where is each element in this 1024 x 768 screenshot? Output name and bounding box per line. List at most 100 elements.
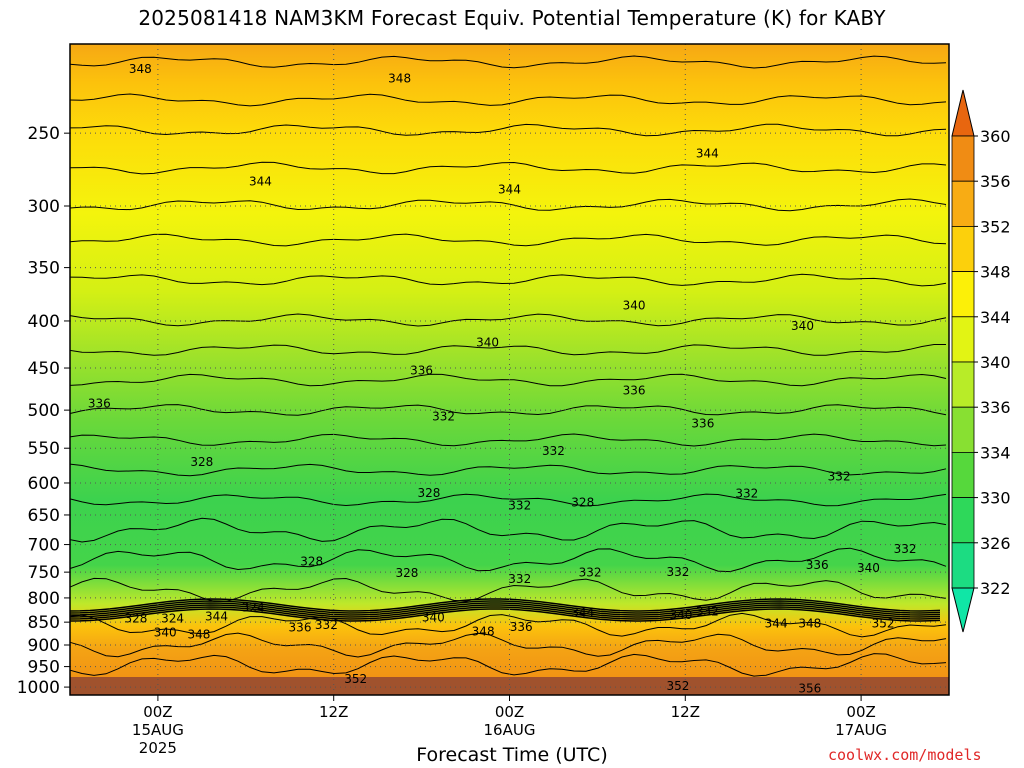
contour-label: 336	[510, 620, 533, 634]
contour-line	[69, 198, 947, 212]
contour-line	[69, 517, 947, 543]
contour-label: 348	[472, 624, 495, 638]
contour-label: 344	[696, 146, 719, 160]
contour-label: 336	[289, 620, 312, 634]
colorbar-segment	[951, 361, 975, 408]
y-tick-label: 950	[28, 658, 60, 678]
contour-line	[69, 653, 947, 677]
contour-label: 336	[410, 364, 433, 378]
contour-line	[69, 93, 947, 107]
contour-label: 336	[88, 397, 111, 411]
inversion-contour	[69, 606, 941, 620]
contour-line	[69, 463, 947, 477]
inversion-contour	[69, 604, 941, 618]
contour-label: 328	[124, 611, 147, 625]
plot-area	[69, 43, 950, 696]
colorbar-label: 336	[980, 398, 1011, 417]
contour-line	[69, 612, 947, 638]
colorbar-label: 352	[980, 217, 1011, 236]
contour-label: 332	[432, 409, 455, 423]
colorbar: 360 356 352 348 344 340 336 334 330 326 322	[951, 89, 1011, 633]
x-axis-label: Forecast Time (UTC)	[416, 744, 608, 766]
colorbar-label: 360	[980, 127, 1011, 146]
contour-label: 328	[300, 554, 323, 568]
contour-label: 344	[765, 617, 788, 631]
colorbar-bottom-arrow	[951, 587, 975, 633]
x-tick-label: 15AUG	[132, 721, 184, 739]
colorbar-segment	[951, 225, 975, 272]
contour-label: 340	[623, 299, 646, 313]
contour-label: 352	[872, 617, 895, 631]
contour-line	[69, 344, 946, 356]
colorbar-segment	[951, 497, 975, 544]
contour-label: 332	[894, 542, 917, 556]
contour-label: 348	[187, 628, 210, 642]
colorbar-label: 326	[980, 534, 1011, 553]
y-tick-label: 300	[28, 197, 60, 217]
ground-strip	[70, 677, 949, 695]
x-tick-label: 00Z	[846, 703, 875, 721]
contour-line	[69, 547, 947, 573]
x-tick-label: 17AUG	[835, 721, 887, 739]
contour-label: 336	[691, 416, 714, 430]
contour-label: 328	[417, 486, 440, 500]
contour-label: 344	[498, 183, 521, 197]
contour-label: 332	[579, 566, 602, 580]
credit-link[interactable]: coolwx.com/models	[828, 746, 982, 764]
x-tick-label: 12Z	[319, 703, 348, 721]
contour-label: 332	[315, 618, 338, 632]
y-tick-label: 500	[28, 401, 60, 421]
contour-label: 336	[623, 383, 646, 397]
x-tick-label: 00Z	[143, 703, 172, 721]
contour-line	[69, 493, 947, 507]
contour-label: 340	[857, 561, 880, 575]
contour-label: 332	[828, 469, 851, 483]
inversion-contour	[69, 600, 941, 614]
colorbar-label: 356	[980, 172, 1011, 191]
contour-label: 344	[249, 174, 272, 188]
colorbar-top-arrow	[951, 89, 975, 137]
y-tick-label: 900	[28, 636, 60, 656]
contour-line	[69, 55, 947, 69]
colorbar-segment	[951, 316, 975, 363]
contour-line	[69, 632, 947, 658]
y-tick-label: 700	[28, 536, 60, 556]
colorbar-label: 340	[980, 353, 1011, 372]
y-tick-label: 650	[28, 506, 60, 526]
contour-label: 340	[669, 608, 692, 622]
contour-line	[69, 404, 947, 416]
colorbar-label: 330	[980, 489, 1011, 508]
contour-label: 340	[422, 610, 445, 624]
inversion-contour	[69, 598, 941, 612]
y-tick-label: 850	[28, 613, 60, 633]
colorbar-segment	[951, 180, 975, 227]
colorbar-label: 344	[980, 308, 1011, 327]
y-tick-label: 1000	[17, 678, 60, 698]
contour-label: 340	[476, 335, 499, 349]
colorbar-segment	[951, 542, 975, 589]
y-tick-label: 800	[28, 589, 60, 609]
colorbar-label: 348	[980, 263, 1011, 282]
x-tick-label: 16AUG	[484, 721, 536, 739]
contour-label: 328	[571, 495, 594, 509]
colorbar-label: 322	[980, 579, 1011, 598]
y-tick-label: 550	[28, 439, 60, 459]
contour-line	[69, 433, 947, 447]
contour-label: 340	[154, 625, 177, 639]
y-tick-label: 600	[28, 474, 60, 494]
contour-label: 348	[798, 617, 821, 631]
contour-label: 356	[798, 681, 821, 695]
contour-line	[69, 233, 947, 247]
contour-label: 332	[735, 486, 758, 500]
contour-label: 328	[395, 566, 418, 580]
contour-line	[69, 313, 947, 327]
x-tick-label: 2025	[139, 739, 177, 757]
x-tick-label: 00Z	[495, 703, 524, 721]
contour-label: 332	[508, 572, 531, 586]
colorbar-segment	[951, 451, 975, 498]
contour-label: 328	[190, 455, 213, 469]
contour-label: 332	[542, 444, 565, 458]
chart-title: 2025081418 NAM3KM Forecast Equiv. Potent…	[138, 6, 886, 30]
y-tick-label: 450	[28, 359, 60, 379]
